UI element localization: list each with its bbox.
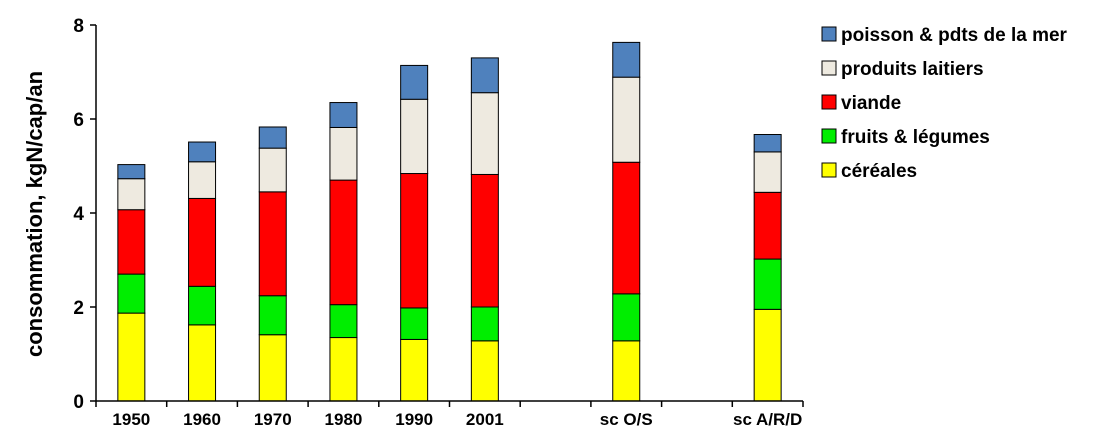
y-axis: 0 2 4 6 8 [73,16,97,413]
y-tick-label: 2 [73,298,84,319]
bar-1950-series-4 [117,164,146,180]
x-axis: 1950 1960 1970 1980 1990 2001 sc O/S sc A/R/D [95,400,804,429]
y-axis-title: consommation, kgN/cap/an [22,71,47,357]
bar-1950-series-3 [117,178,146,211]
bar-1980-series-2 [329,179,358,306]
legend: poisson & pdts de la mer produits laitier… [821,25,1068,182]
bar-1970-series-4 [258,126,287,149]
legend-label: fruits & légumes [841,127,990,148]
bar-1980-series-0 [329,337,358,402]
bar-1970-series-0 [258,334,287,402]
x-tick-label: 1990 [395,410,433,429]
bar-2001-series-3 [470,92,499,175]
bar-1980-series-1 [329,304,358,339]
bar-1980-series-4 [329,102,358,128]
legend-swatch [821,162,837,178]
legend-swatch [821,60,837,76]
bar-1990-series-1 [400,307,429,340]
bar-1960-series-3 [188,161,217,199]
legend-item: viande [821,93,901,114]
bar-1950-series-2 [117,209,146,275]
bar-scOS-series-0 [612,340,641,402]
bar-scOS-series-2 [612,161,641,295]
bar-1980-series-3 [329,126,358,181]
bar-1990-series-4 [400,64,429,100]
legend-label: produits laitiers [841,59,984,80]
bar-1990-series-3 [400,98,429,175]
x-tick-label: 1980 [325,410,363,429]
legend-label: céréales [841,161,917,182]
bar-scARD-series-1 [753,258,782,310]
bar-1960-series-1 [188,285,217,326]
x-tick-label: sc O/S [600,410,653,429]
bar-2001-series-0 [470,340,499,402]
bar-2001-series-4 [470,57,499,94]
bar-2001-series-2 [470,173,499,308]
bar-1970-series-1 [258,295,287,336]
legend-label: poisson & pdts de la mer [841,25,1068,46]
legend-swatch [821,128,837,144]
y-tick-label: 4 [73,204,84,225]
bar-scOS-series-1 [612,293,641,342]
x-tick-label: 1970 [254,410,292,429]
y-tick-label: 6 [73,110,84,131]
x-tick-label: 1960 [183,410,221,429]
bar-1970-series-3 [258,147,287,193]
x-tick-label: 2001 [466,410,504,429]
x-tick-label: sc A/R/D [733,410,802,429]
legend-item: poisson & pdts de la mer [821,25,1068,46]
bar-1960-series-4 [188,141,217,163]
bar-1990-series-2 [400,173,429,309]
legend-swatch [821,94,837,110]
x-tick-label: 1950 [112,410,150,429]
plot-area [117,41,782,402]
bar-2001-series-1 [470,306,499,342]
legend-item: céréales [821,161,917,182]
y-tick-label: 8 [73,16,84,37]
bar-scARD-series-3 [753,151,782,193]
legend-item: fruits & légumes [821,127,990,148]
bar-1950-series-0 [117,312,146,402]
bar-1990-series-0 [400,338,429,402]
bar-scARD-series-2 [753,191,782,260]
y-tick-label: 0 [73,392,84,413]
legend-label: viande [841,93,901,114]
bar-1950-series-1 [117,273,146,314]
bar-1960-series-0 [188,324,217,402]
legend-swatch [821,26,837,42]
bar-scOS-series-3 [612,76,641,163]
bar-scARD-series-4 [753,134,782,153]
bar-scOS-series-4 [612,41,641,78]
bar-scARD-series-0 [753,308,782,402]
bar-1970-series-2 [258,191,287,297]
legend-item: produits laitiers [821,59,984,80]
bar-1960-series-2 [188,197,217,287]
